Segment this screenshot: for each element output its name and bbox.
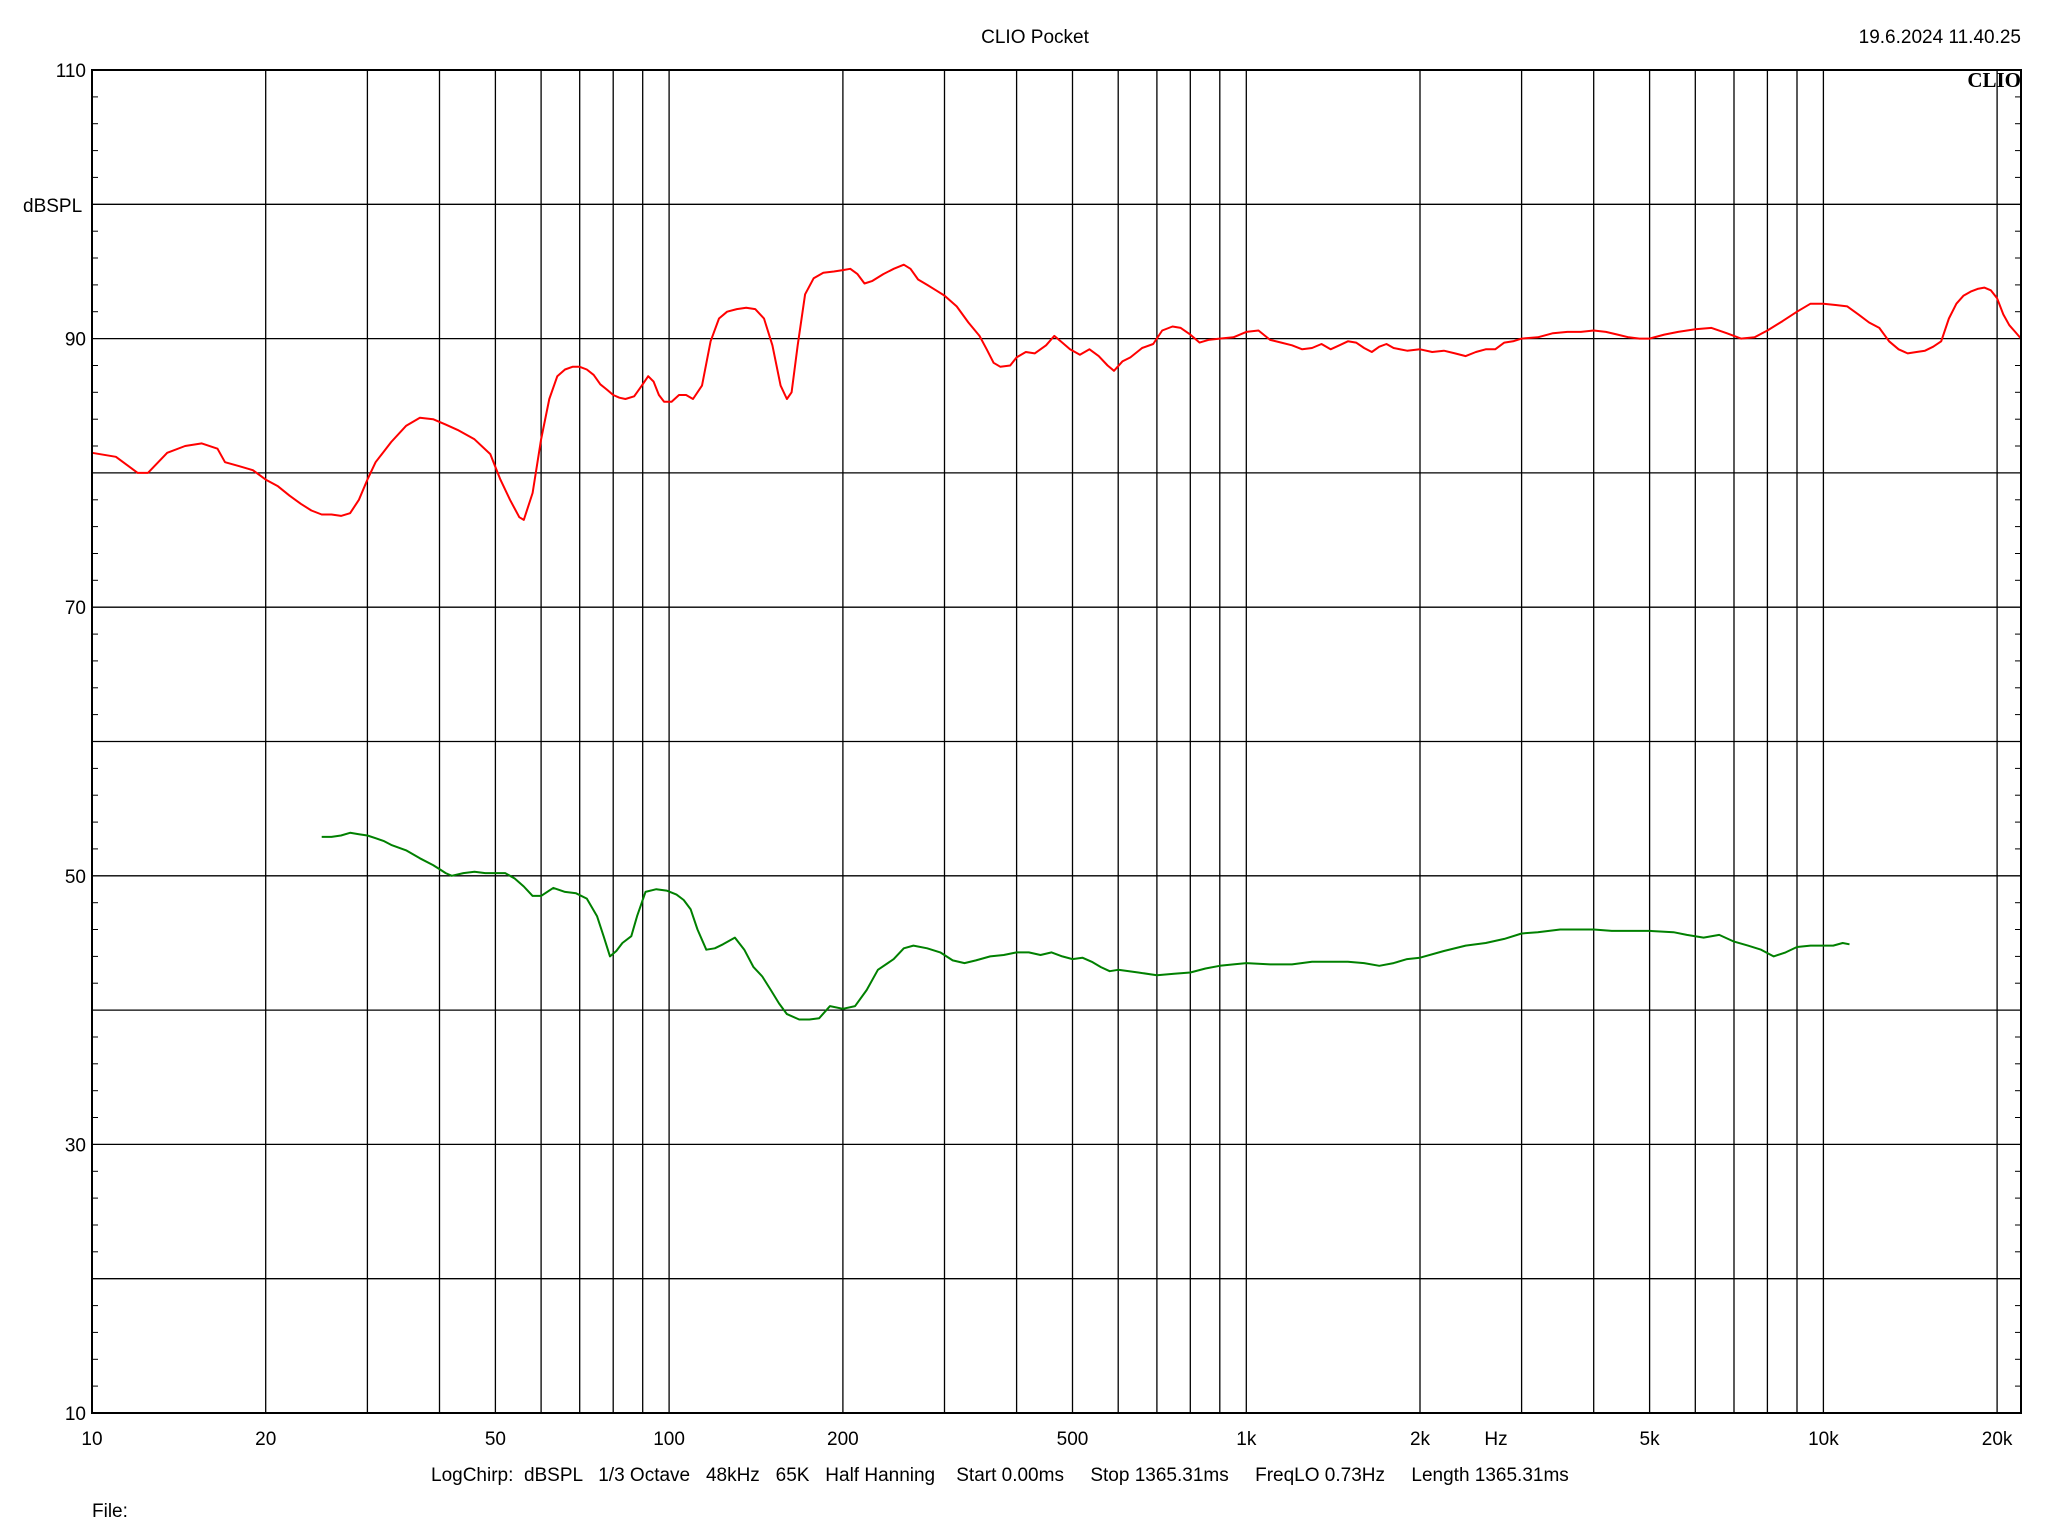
x-tick-label: 200 xyxy=(827,1429,859,1450)
x-tick-label: 20 xyxy=(255,1429,276,1450)
plot-frame xyxy=(91,69,2022,1414)
clio-logo: CLIO xyxy=(1967,68,2021,92)
y-tick-labels: 110 90 70 50 30 10 xyxy=(56,61,86,1425)
x-tick-label: 100 xyxy=(653,1429,685,1450)
x-axis-unit-label: Hz xyxy=(1484,1429,1507,1450)
y-axis-unit-label: dBSPL xyxy=(23,196,82,217)
y-tick-label: 70 xyxy=(65,598,86,619)
measurement-settings: LogChirp: dBSPL 1/3 Octave 48kHz 65K Hal… xyxy=(431,1465,1569,1486)
y-tick-label: 90 xyxy=(65,330,86,351)
file-label: File: xyxy=(92,1501,128,1522)
x-tick-label: 500 xyxy=(1057,1429,1089,1450)
series-lines xyxy=(91,263,2022,1021)
x-tick-label: 20k xyxy=(1982,1429,2013,1450)
timestamp: 19.6.2024 11.40.25 xyxy=(1859,27,2021,48)
x-tick-label: 1k xyxy=(1236,1429,1257,1450)
x-tick-label: 10k xyxy=(1808,1429,1839,1450)
series-line-red xyxy=(91,263,2022,521)
x-tick-labels: 10 20 50 100 200 500 1k 2k 5k 10k 20k xyxy=(81,1429,2012,1450)
series-line-green xyxy=(321,831,1850,1021)
y-tick-label: 10 xyxy=(65,1404,86,1425)
y-tick-label: 30 xyxy=(65,1135,86,1156)
x-tick-label: 5k xyxy=(1640,1429,1661,1450)
y-tick-label: 50 xyxy=(65,867,86,888)
grid xyxy=(91,69,2021,1414)
x-tick-label: 50 xyxy=(485,1429,506,1450)
y-tick-label: 110 xyxy=(56,61,86,82)
x-tick-label: 10 xyxy=(81,1429,102,1450)
x-tick-label: 2k xyxy=(1410,1429,1431,1450)
chart-title: CLIO Pocket xyxy=(981,27,1089,48)
